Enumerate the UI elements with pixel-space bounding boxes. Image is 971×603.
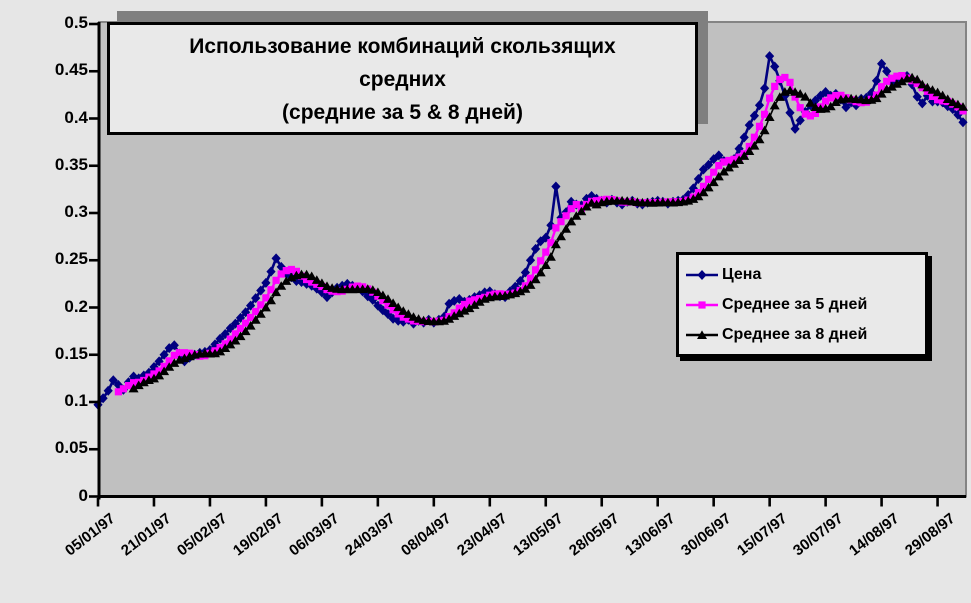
ma5-series-marker-icon [686, 301, 718, 309]
y-tick-label: 0.5 [64, 13, 88, 32]
x-axis [97, 495, 966, 498]
y-tick-label: 0.2 [64, 296, 88, 316]
legend-label-ma5: Среднее за 5 дней [722, 296, 868, 313]
y-tick-label: 0.45 [54, 60, 88, 80]
legend-label-price: Цена [722, 266, 762, 283]
y-axis [97, 22, 101, 500]
legend-row-price: Цена [685, 260, 925, 290]
y-tick-label: 0.35 [54, 154, 88, 174]
y-tick-label: 0.25 [54, 249, 88, 269]
ma8-series-marker-icon [686, 330, 718, 339]
y-tick-label: 0 [78, 485, 88, 505]
chart-title-line-2: средних [359, 68, 446, 91]
y-tick-label: 0.4 [64, 107, 88, 127]
y-tick-label: 0.05 [54, 438, 88, 458]
legend: Цена Среднее за 5 дней Среднее за 8 дней [676, 252, 928, 357]
legend-row-ma5: Среднее за 5 дней [685, 290, 925, 320]
y-tick-label: 0.3 [64, 202, 88, 221]
legend-row-ma8: Среднее за 8 дней [685, 320, 925, 350]
chart-title-line-3: (средние за 5 & 8 дней) [282, 101, 523, 124]
chart-title-box: Использование комбинаций скользящих сред… [107, 22, 698, 135]
chart-title-line-1: Использование комбинаций скользящих [189, 35, 616, 58]
legend-label-ma8: Среднее за 8 дней [722, 326, 868, 343]
y-tick-label: 0.1 [64, 391, 88, 410]
y-tick-label: 0.15 [54, 343, 88, 363]
price-series-marker-icon [686, 270, 718, 280]
